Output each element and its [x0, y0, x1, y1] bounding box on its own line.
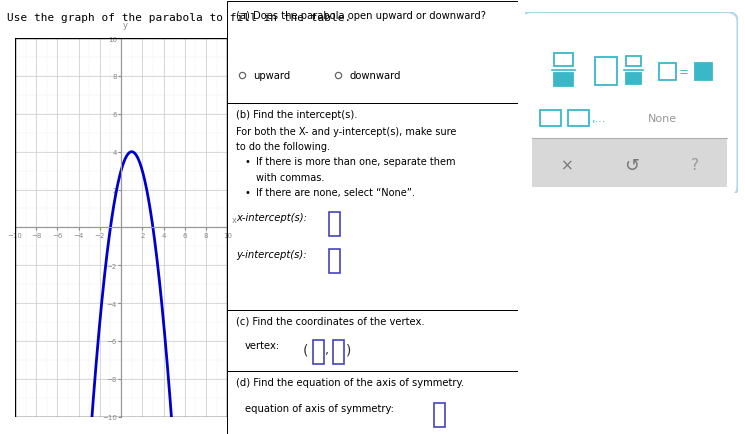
Text: =: = [679, 66, 688, 79]
Bar [434, 403, 445, 427]
Bar [15, 39, 227, 417]
Text: •: • [244, 157, 250, 167]
Text: (d) Find the equation of the axis of symmetry.: (d) Find the equation of the axis of sym… [236, 377, 464, 387]
Bar [227, 104, 518, 310]
Text: For both the X- and y-intercept(s), make sure: For both the X- and y-intercept(s), make… [236, 127, 457, 137]
Bar [227, 310, 518, 371]
Text: (: ( [302, 343, 308, 357]
Text: ↺: ↺ [624, 156, 639, 174]
Bar [329, 249, 340, 273]
Bar [227, 371, 518, 434]
Bar [554, 54, 573, 67]
Text: (c) Find the coordinates of the vertex.: (c) Find the coordinates of the vertex. [236, 316, 425, 326]
Text: upward: upward [253, 71, 291, 81]
Text: •: • [244, 187, 250, 197]
Bar [329, 213, 340, 236]
Text: with commas.: with commas. [256, 172, 325, 182]
Text: x-intercept(s):: x-intercept(s): [236, 213, 307, 223]
Bar [659, 64, 676, 81]
Text: If there are none, select “None”.: If there are none, select “None”. [256, 187, 415, 197]
Text: (a) Does the parabola open upward or downward?: (a) Does the parabola open upward or dow… [236, 11, 486, 21]
Text: x: x [232, 216, 237, 225]
Bar [568, 110, 589, 126]
Bar [532, 139, 727, 188]
FancyBboxPatch shape [521, 13, 738, 197]
Text: ?: ? [691, 158, 699, 173]
Bar [333, 340, 344, 365]
Bar [695, 64, 712, 81]
Bar [554, 74, 573, 87]
Text: ,...: ,... [591, 113, 606, 123]
Text: to do the following.: to do the following. [236, 142, 330, 152]
Text: If there is more than one, separate them: If there is more than one, separate them [256, 157, 456, 167]
Text: y: y [123, 21, 128, 30]
Text: ): ) [346, 343, 351, 357]
Text: y-intercept(s):: y-intercept(s): [236, 250, 306, 260]
Text: vertex:: vertex: [244, 341, 280, 351]
Bar [313, 340, 324, 365]
Bar [626, 74, 641, 85]
Bar [540, 110, 561, 126]
Text: ×: × [561, 158, 574, 173]
Text: (b) Find the intercept(s).: (b) Find the intercept(s). [236, 109, 358, 119]
Text: ,: , [326, 343, 329, 356]
Text: Use the graph of the parabola to fill in the table.: Use the graph of the parabola to fill in… [7, 13, 352, 23]
Text: None: None [648, 113, 677, 123]
Text: equation of axis of symmetry:: equation of axis of symmetry: [244, 403, 393, 413]
Bar [626, 56, 641, 67]
Bar [595, 58, 617, 86]
Text: downward: downward [349, 71, 401, 81]
Bar [227, 2, 518, 104]
